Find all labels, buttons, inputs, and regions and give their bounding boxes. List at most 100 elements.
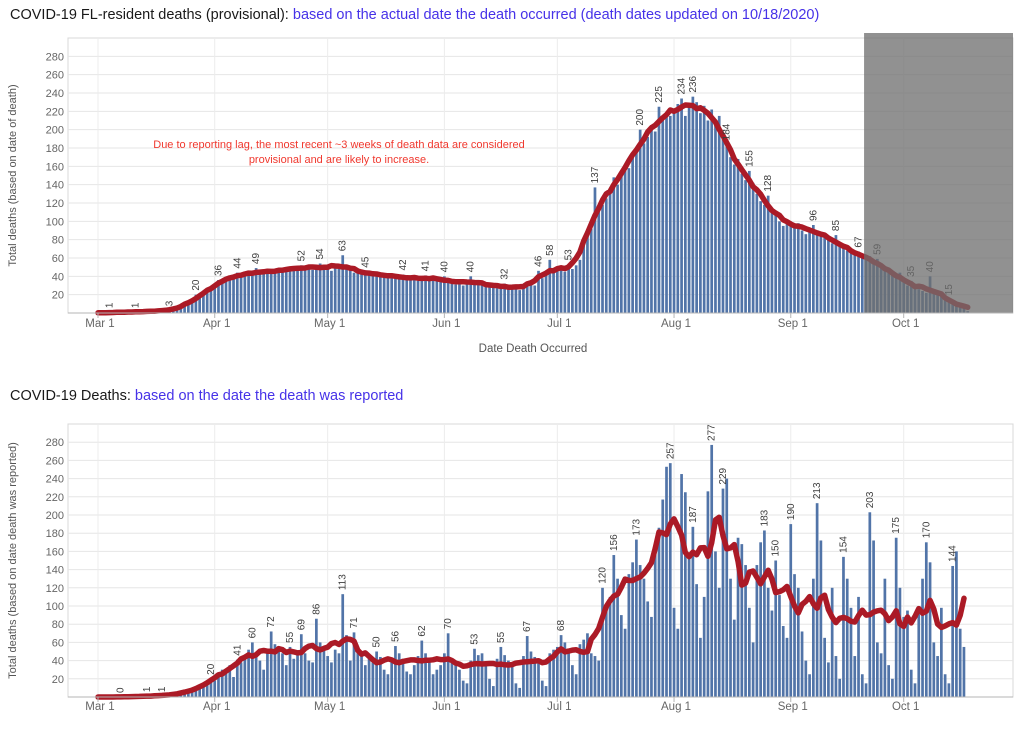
bar[interactable] [672,607,676,697]
bar[interactable] [390,277,394,313]
bar[interactable] [661,499,665,697]
bar[interactable] [661,120,665,314]
bar[interactable] [243,656,247,697]
bar[interactable] [819,540,823,697]
bar[interactable] [518,290,522,313]
bar[interactable] [352,632,356,697]
bar[interactable] [491,686,495,697]
bar[interactable] [322,268,326,313]
bar[interactable] [337,653,341,697]
bar[interactable] [382,276,386,313]
bar[interactable] [578,644,582,697]
bar[interactable] [650,616,653,697]
bar[interactable] [571,269,574,313]
bar[interactable] [947,683,951,697]
bar[interactable] [781,225,785,313]
bar[interactable] [330,270,333,313]
bar[interactable] [845,250,849,313]
bar[interactable] [217,674,220,697]
bar[interactable] [827,662,830,697]
bar[interactable] [962,646,966,697]
bar[interactable] [232,278,235,313]
bar[interactable] [759,542,762,697]
bar[interactable] [495,288,499,313]
bar[interactable] [597,660,601,697]
bar[interactable] [443,653,446,697]
bar[interactable] [857,596,860,697]
bar[interactable] [299,265,303,313]
bar[interactable] [454,662,458,697]
bar[interactable] [326,267,330,313]
bar[interactable] [194,687,198,697]
bar[interactable] [838,678,842,697]
bar[interactable] [281,653,284,697]
bar[interactable] [450,280,454,313]
bar[interactable] [416,280,420,313]
bar[interactable] [394,646,397,697]
bar[interactable] [544,686,548,697]
bar[interactable] [337,269,341,313]
bar[interactable] [235,659,239,697]
bar[interactable] [781,626,785,697]
bar[interactable] [567,649,570,697]
bar[interactable] [646,601,650,697]
bar[interactable] [563,271,567,313]
bar[interactable] [589,653,593,697]
bar[interactable] [303,269,307,313]
bar[interactable] [412,665,416,697]
bar[interactable] [770,210,774,313]
bar[interactable] [273,644,277,697]
bar[interactable] [544,275,548,313]
bar[interactable] [303,653,307,697]
bar[interactable] [815,503,819,697]
bar[interactable] [514,683,518,697]
bar[interactable] [187,692,190,697]
bar[interactable] [386,274,390,314]
bar[interactable] [424,653,427,697]
bar[interactable] [586,633,589,697]
bar[interactable] [887,665,890,697]
bar[interactable] [646,137,650,313]
bar[interactable] [220,282,224,313]
bar[interactable] [296,651,299,698]
bar[interactable] [860,674,864,697]
bar[interactable] [774,560,778,698]
bar[interactable] [849,607,853,697]
bar[interactable] [793,226,796,313]
bar[interactable] [702,105,706,313]
bar[interactable] [510,289,514,313]
bar[interactable] [834,656,838,697]
bar[interactable] [940,607,943,697]
bar[interactable] [676,628,680,697]
bar[interactable] [247,272,250,313]
bar[interactable] [571,665,574,697]
bar[interactable] [842,247,845,313]
bar[interactable] [725,144,729,313]
bar[interactable] [465,282,469,313]
bar[interactable] [774,214,778,313]
bar[interactable] [853,254,857,313]
bar[interactable] [405,671,409,697]
bar[interactable] [717,587,721,697]
bar[interactable] [514,286,518,313]
bar[interactable] [687,553,691,697]
bar[interactable] [458,280,461,313]
bar[interactable] [672,111,676,313]
bar[interactable] [778,221,781,313]
bar[interactable] [958,628,962,697]
bar[interactable] [491,284,495,313]
bar[interactable] [593,187,597,313]
bar[interactable] [921,578,924,697]
bar[interactable] [224,279,228,313]
bar[interactable] [461,285,465,314]
bar[interactable] [710,444,714,697]
bar[interactable] [341,255,345,313]
bar[interactable] [559,635,563,697]
bar[interactable] [446,633,450,697]
bar[interactable] [638,129,642,313]
bar[interactable] [375,275,378,313]
bar[interactable] [657,527,661,697]
bar[interactable] [499,646,503,697]
bar[interactable] [190,689,194,697]
bar[interactable] [401,658,405,697]
